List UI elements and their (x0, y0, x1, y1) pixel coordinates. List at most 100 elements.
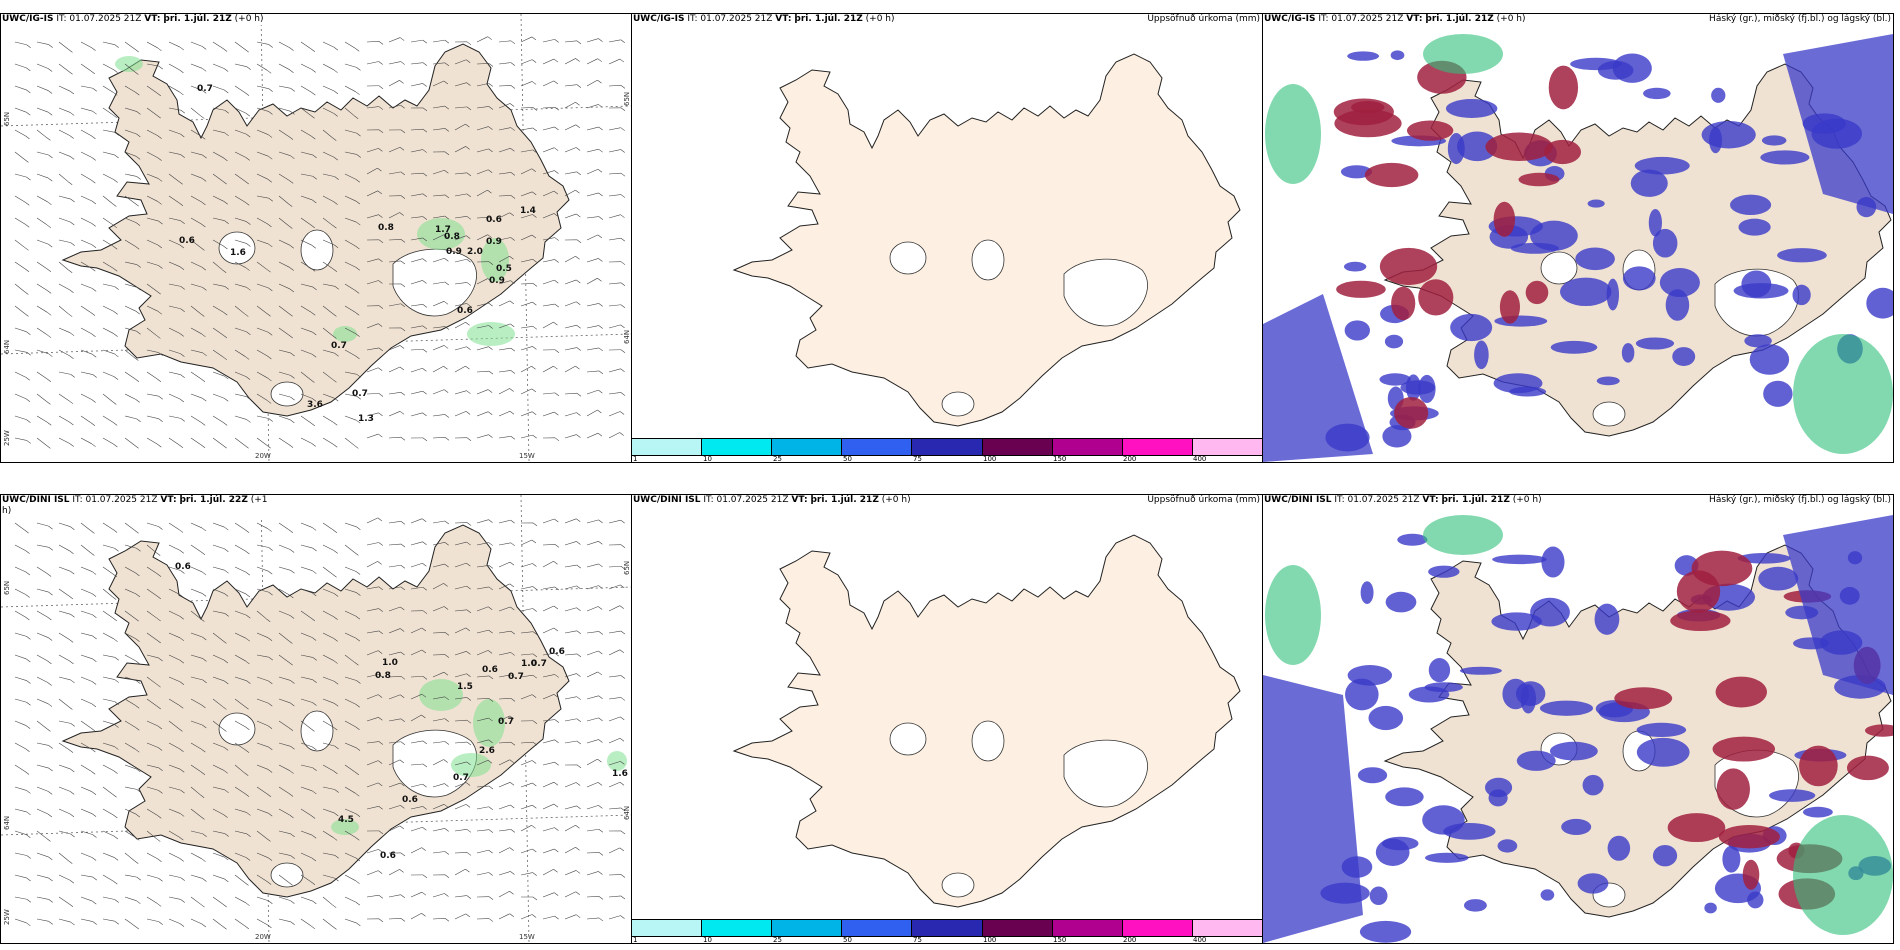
wind-barb (124, 852, 139, 864)
precip-value: 0.7 (331, 341, 347, 351)
wind-barb (102, 261, 118, 272)
wind-barb (410, 518, 427, 524)
wind-barb (542, 213, 559, 219)
wind-barb (454, 913, 471, 920)
wind-barb (322, 437, 338, 448)
wind-barb (190, 41, 207, 50)
wind-barb (190, 63, 207, 72)
wind-barb (432, 62, 450, 67)
low-cloud-area (1606, 278, 1620, 311)
wind-barb (124, 522, 139, 534)
low-cloud-area (1866, 287, 1893, 319)
wind-barb (542, 561, 558, 568)
wind-barb (234, 327, 251, 335)
wind-barb (388, 543, 406, 548)
wind-barb (344, 742, 361, 751)
wind-barb (36, 786, 53, 795)
wind-barb (36, 742, 53, 749)
wind-barb (322, 610, 338, 620)
wind-barb (542, 80, 559, 87)
wind-barb (388, 825, 405, 832)
low-cloud-area (1704, 902, 1717, 914)
wind-barb (80, 808, 97, 817)
wind-barb (80, 393, 96, 403)
wind-barb (322, 393, 339, 402)
wind-barb (168, 283, 185, 290)
wind-barb (124, 654, 140, 664)
wind-barb (564, 239, 582, 244)
wind-barb (278, 610, 295, 619)
wind-barb (366, 608, 383, 612)
wind-barb (542, 586, 560, 591)
wind-barb (102, 327, 118, 337)
wind-barb (432, 365, 448, 373)
wind-barb (278, 349, 295, 357)
wind-barb (14, 522, 29, 534)
wind-barb (498, 127, 515, 131)
low-cloud-area (1621, 342, 1635, 363)
wind-barb (586, 717, 603, 722)
wind-barb (80, 107, 97, 115)
colorbar-tick-label: 75 (913, 455, 922, 463)
wind-barb (124, 393, 140, 403)
wind-barb (520, 720, 538, 724)
wind-barb (586, 585, 603, 590)
wind-barb (14, 371, 30, 381)
precip-area (115, 56, 143, 72)
wind-barb (256, 896, 273, 905)
wind-barb (498, 804, 515, 810)
wind-barb (322, 764, 338, 775)
wind-barb (14, 107, 31, 116)
precip-value: 1.6 (612, 769, 628, 779)
wind-barb (102, 918, 119, 925)
panel-subtitle: Háský (gr.), miðský (fj.bl.) og lágský (… (1709, 14, 1891, 24)
wind-barb (564, 824, 580, 832)
wind-barb (168, 852, 184, 862)
mid-cloud-area (1364, 162, 1419, 188)
wind-barb (344, 874, 360, 884)
wind-barb (168, 654, 185, 664)
wind-barb (586, 38, 603, 43)
wind-barb (498, 847, 514, 854)
wind-barb (146, 544, 161, 556)
wind-barb (36, 283, 52, 294)
wind-barb (58, 437, 74, 447)
precip-value: 0.7 (197, 84, 213, 94)
wind-barb (168, 41, 185, 51)
high-cloud-area (1423, 34, 1503, 74)
wind-barb (168, 764, 185, 773)
wind-barb (124, 349, 139, 361)
wind-barb (146, 610, 161, 622)
wind-barb (388, 436, 406, 441)
wind-barb (322, 261, 338, 272)
wind-barb (586, 828, 604, 833)
wind-barb (102, 566, 117, 578)
wind-barb (564, 740, 582, 745)
wind-barb (80, 217, 96, 227)
wind-barb (168, 305, 185, 312)
wind-barb (278, 371, 295, 379)
wind-barb (322, 85, 339, 95)
wind-barb (608, 830, 626, 835)
wind-barb (520, 258, 537, 263)
wind-barb (80, 588, 97, 597)
wind-barb (212, 437, 227, 449)
wind-barb (58, 874, 75, 884)
wind-barb (234, 437, 249, 449)
wind-barb (168, 107, 185, 114)
wind-barb (124, 85, 140, 96)
wind-barb (278, 151, 295, 159)
wind-barb (278, 305, 293, 317)
wind-barb (14, 261, 30, 272)
wind-barb (234, 305, 249, 317)
wind-barb (564, 696, 581, 700)
wind-barb (300, 305, 316, 316)
wind-barb (520, 36, 537, 43)
wind-barb (234, 742, 250, 753)
wind-barb (278, 327, 293, 339)
wind-barb (366, 586, 383, 591)
wind-barb (344, 393, 361, 400)
wind-barb (102, 544, 119, 552)
wind-barb (476, 278, 492, 285)
precip-area (419, 679, 463, 711)
